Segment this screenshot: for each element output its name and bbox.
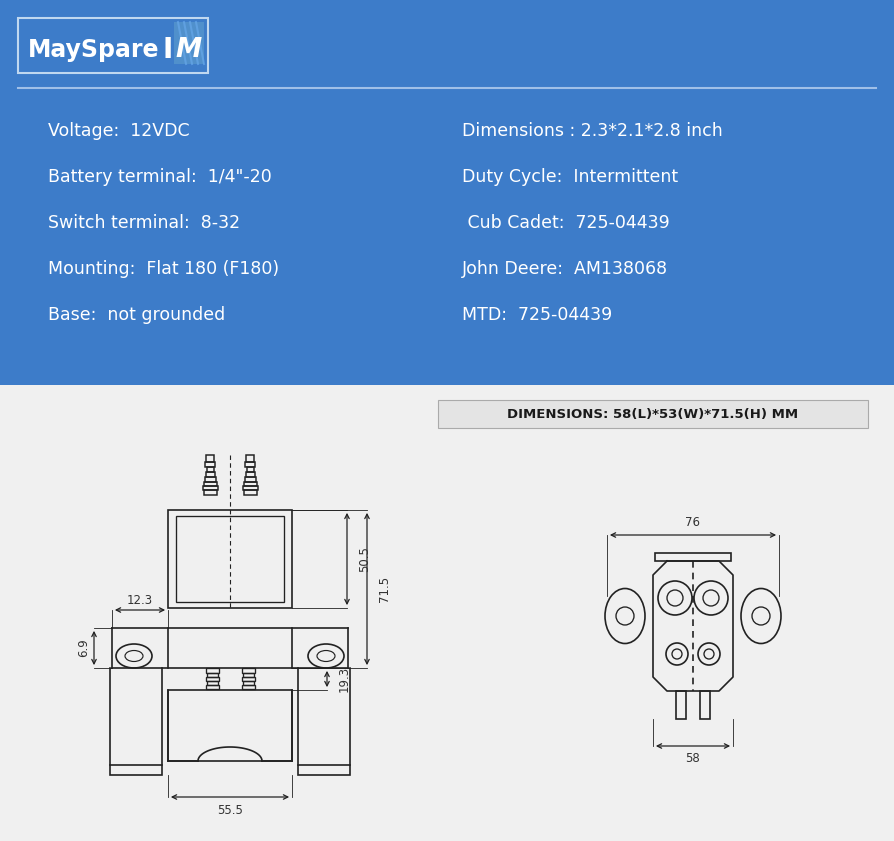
Text: Dimensions : 2.3*2.1*2.8 inch: Dimensions : 2.3*2.1*2.8 inch <box>462 122 722 140</box>
Text: Base:  not grounded: Base: not grounded <box>48 306 225 324</box>
Bar <box>244 477 256 482</box>
Bar <box>247 467 254 472</box>
Text: MaySpare: MaySpare <box>28 38 159 62</box>
Bar <box>204 490 216 495</box>
Bar <box>168 510 292 608</box>
Bar <box>206 455 214 462</box>
Bar <box>243 490 257 495</box>
Text: 19.3: 19.3 <box>338 666 351 692</box>
Text: 71.5: 71.5 <box>378 576 391 602</box>
Bar <box>206 668 218 673</box>
Text: Duty Cycle:  Intermittent: Duty Cycle: Intermittent <box>462 168 679 186</box>
Text: 55.5: 55.5 <box>217 803 243 817</box>
Bar <box>242 673 254 677</box>
Bar <box>176 516 284 602</box>
Bar <box>206 472 215 477</box>
Bar <box>174 22 204 64</box>
Text: 12.3: 12.3 <box>127 594 153 606</box>
Text: DIMENSIONS: 58(L)*53(W)*71.5(H) MM: DIMENSIONS: 58(L)*53(W)*71.5(H) MM <box>508 408 798 420</box>
Bar <box>700 691 710 719</box>
Text: 76: 76 <box>686 516 701 530</box>
Bar <box>206 685 218 689</box>
Text: 6.9: 6.9 <box>78 638 90 658</box>
Bar <box>207 467 214 472</box>
Text: Mounting:  Flat 180 (F180): Mounting: Flat 180 (F180) <box>48 260 279 278</box>
Bar <box>168 690 292 761</box>
Text: 50.5: 50.5 <box>358 546 371 572</box>
Bar <box>438 400 868 428</box>
Bar <box>204 482 216 486</box>
Bar <box>207 681 217 685</box>
Bar <box>205 477 215 482</box>
Text: Switch terminal:  8-32: Switch terminal: 8-32 <box>48 214 240 232</box>
Text: 58: 58 <box>686 753 700 765</box>
Bar <box>246 455 254 462</box>
Bar <box>676 691 686 719</box>
Bar <box>242 486 257 490</box>
Text: MTD:  725-04439: MTD: 725-04439 <box>462 306 612 324</box>
Text: Voltage:  12VDC: Voltage: 12VDC <box>48 122 190 140</box>
Bar <box>205 462 215 467</box>
Bar <box>298 765 350 775</box>
Bar <box>241 677 255 681</box>
Text: I: I <box>163 36 173 64</box>
Bar <box>203 486 217 490</box>
Bar <box>207 673 217 677</box>
Bar <box>168 628 292 668</box>
Bar <box>241 685 255 689</box>
Text: Battery terminal:  1/4"-20: Battery terminal: 1/4"-20 <box>48 168 272 186</box>
Bar <box>241 668 255 673</box>
Bar <box>18 18 208 73</box>
Bar <box>110 765 162 775</box>
Bar <box>0 0 894 385</box>
Bar <box>243 482 257 486</box>
Bar <box>245 462 255 467</box>
Bar <box>246 472 255 477</box>
Text: Cub Cadet:  725-04439: Cub Cadet: 725-04439 <box>462 214 670 232</box>
Text: John Deere:  AM138068: John Deere: AM138068 <box>462 260 668 278</box>
Bar <box>655 553 731 561</box>
Bar <box>242 681 254 685</box>
Text: M: M <box>176 37 202 63</box>
Bar <box>206 677 218 681</box>
